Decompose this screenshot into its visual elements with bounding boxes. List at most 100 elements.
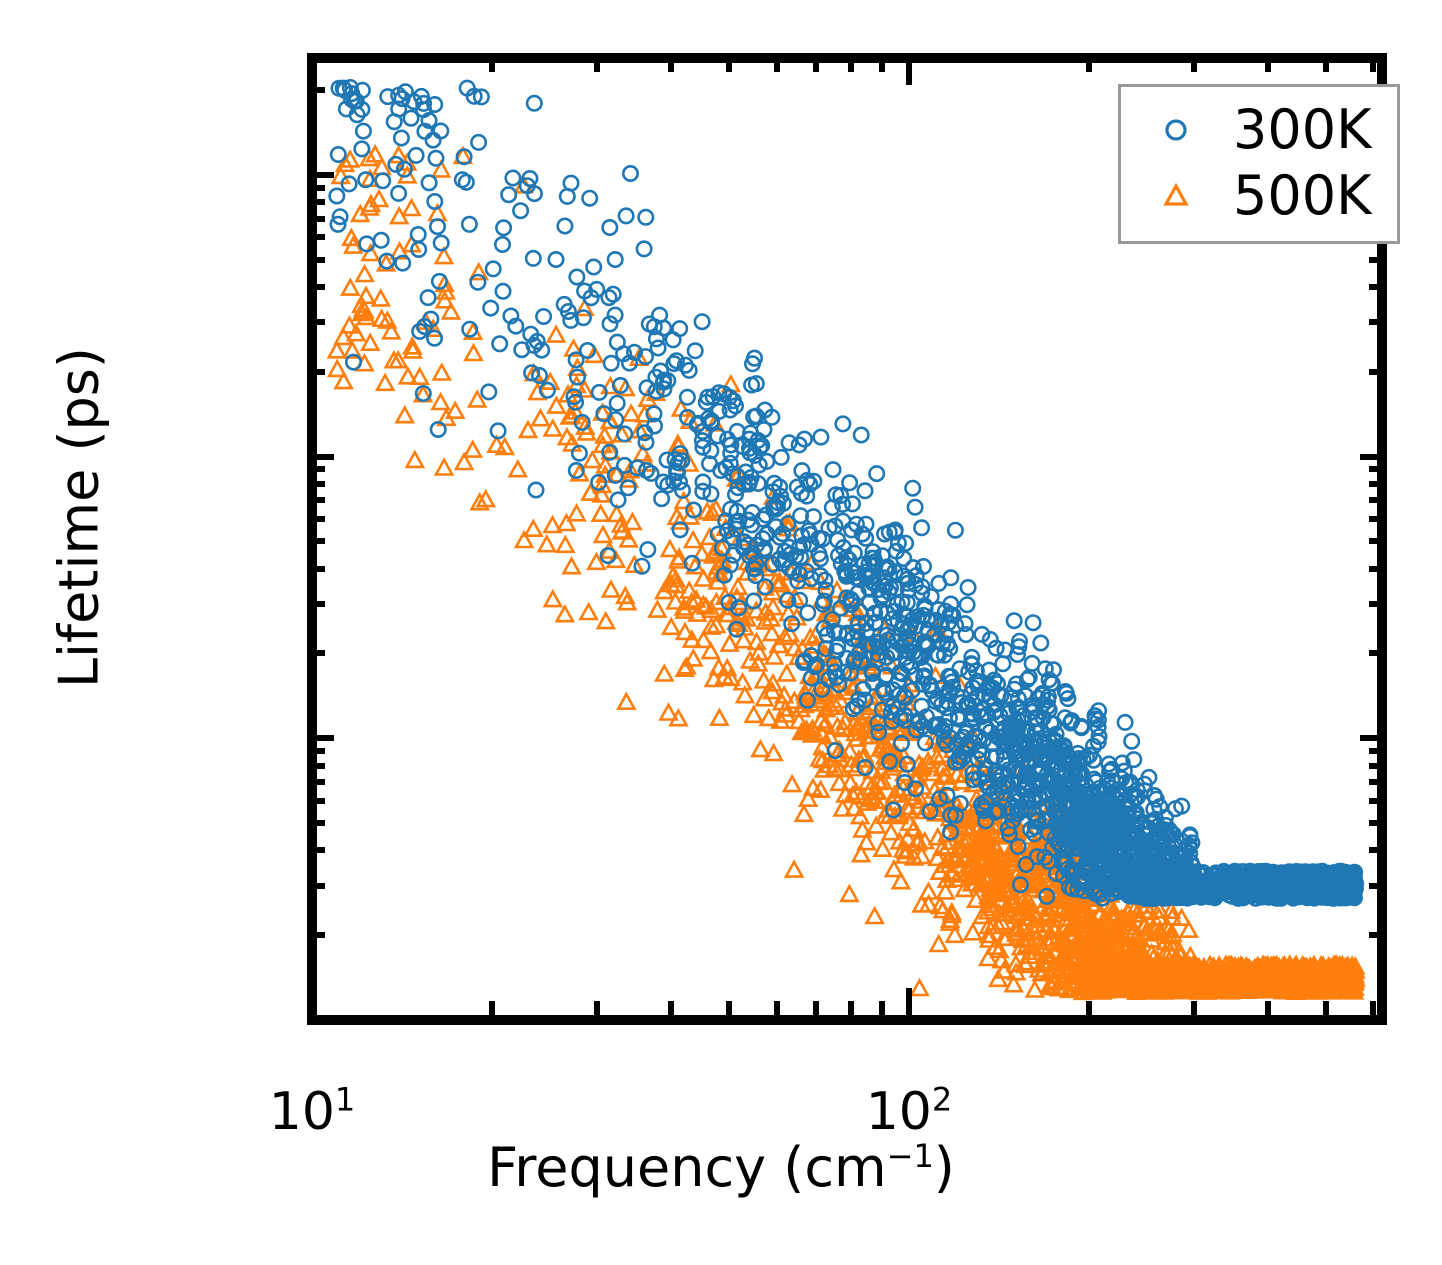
x-tick-label-mantissa: 10 — [865, 1082, 932, 1142]
x-tick-minor-top — [848, 58, 855, 72]
y-tick-minor-right — [1369, 565, 1382, 572]
x-tick-minor-top — [773, 58, 780, 72]
y-tick-minor — [312, 184, 325, 191]
x-tick-minor — [488, 1001, 495, 1015]
x-tick-minor-top — [813, 58, 820, 72]
y-tick-minor-right — [1369, 847, 1382, 854]
x-tick-minor-top — [593, 58, 600, 72]
y-tick-major-right — [1360, 1017, 1382, 1023]
scatter-svg — [326, 79, 1366, 1001]
y-tick-minor — [312, 600, 325, 607]
y-tick-major-right — [1360, 735, 1382, 742]
y-tick-minor — [312, 797, 325, 804]
y-tick-minor-right — [1369, 538, 1382, 545]
axis-spine-right — [1377, 53, 1387, 1025]
x-tick-minor — [1190, 1001, 1197, 1015]
y-tick-minor-right — [1369, 497, 1382, 504]
y-tick-minor — [312, 748, 325, 755]
y-tick-major-right — [1360, 453, 1382, 460]
y-axis-title: Lifetime (ps) — [47, 346, 111, 689]
x-axis-title: Frequency (cm−1) — [0, 1136, 1442, 1199]
y-tick-minor — [312, 234, 325, 241]
legend-entry-300k[interactable]: 300K — [1143, 97, 1371, 163]
x-tick-major — [309, 988, 315, 1015]
x-tick-minor — [1370, 1001, 1377, 1015]
x-tick-minor — [726, 1001, 733, 1015]
y-tick-minor-right — [1369, 778, 1382, 785]
y-tick-minor-right — [1369, 600, 1382, 607]
x-tick-minor-top — [488, 58, 495, 72]
x-tick-minor — [773, 1001, 780, 1015]
y-tick-major — [312, 735, 334, 742]
y-tick-minor — [312, 497, 325, 504]
triangle-marker-icon — [1143, 181, 1209, 211]
x-tick-minor-top — [878, 58, 885, 72]
y-tick-minor — [312, 283, 325, 290]
legend-label-300k: 300K — [1233, 98, 1372, 161]
legend-label-500k: 500K — [1233, 164, 1372, 227]
x-tick-minor — [813, 1001, 820, 1015]
y-tick-minor — [312, 256, 325, 263]
x-tick-label: 101 — [202, 1084, 422, 1138]
axis-spine-bottom — [307, 1015, 1387, 1025]
circle-marker-icon — [1143, 115, 1209, 145]
y-tick-minor-right — [1369, 748, 1382, 755]
x-tick-major-top — [309, 58, 315, 85]
x-tick-label-exponent: 2 — [931, 1080, 953, 1119]
y-tick-minor-right — [1369, 319, 1382, 326]
series-300k — [328, 79, 1365, 907]
y-tick-minor-right — [1369, 480, 1382, 487]
x-tick-minor-top — [1265, 58, 1272, 72]
x-tick-minor-top — [668, 58, 675, 72]
y-tick-minor-right — [1369, 256, 1382, 263]
x-tick-minor — [1085, 1001, 1092, 1015]
y-tick-minor — [312, 847, 325, 854]
y-tick-minor-right — [1369, 932, 1382, 939]
x-tick-major-top — [905, 58, 912, 85]
y-tick-minor — [312, 565, 325, 572]
plot-axes: 10210110010−1101102 300K 500K — [269, 53, 1401, 1138]
x-tick-label-mantissa: 10 — [268, 1082, 335, 1142]
x-axis-title-close: ) — [933, 1136, 955, 1199]
y-tick-minor-right — [1369, 283, 1382, 290]
axis-spine-top — [307, 53, 1387, 63]
x-tick-minor-top — [1190, 58, 1197, 72]
x-tick-minor — [1265, 1001, 1272, 1015]
y-tick-minor — [312, 650, 325, 657]
x-axis-title-main: Frequency (cm — [487, 1136, 887, 1199]
y-tick-minor — [312, 882, 325, 889]
y-tick-minor-right — [1369, 762, 1382, 769]
scatter-data-layer — [312, 58, 1382, 1020]
y-tick-major — [312, 171, 334, 178]
y-tick-minor-right — [1369, 368, 1382, 375]
y-tick-minor-right — [1369, 797, 1382, 804]
y-tick-minor — [312, 466, 325, 473]
y-tick-minor — [312, 516, 325, 523]
x-tick-label: 102 — [799, 1084, 1019, 1138]
y-tick-minor — [312, 319, 325, 326]
x-tick-minor — [593, 1001, 600, 1015]
y-tick-minor — [312, 778, 325, 785]
x-tick-minor-top — [1370, 58, 1377, 72]
y-tick-minor — [312, 820, 325, 827]
x-tick-minor — [668, 1001, 675, 1015]
y-tick-minor — [312, 215, 325, 222]
y-tick-minor-right — [1369, 466, 1382, 473]
y-tick-minor — [312, 480, 325, 487]
x-tick-minor-top — [1085, 58, 1092, 72]
legend[interactable]: 300K 500K — [1118, 84, 1401, 244]
y-tick-minor-right — [1369, 516, 1382, 523]
x-tick-minor-top — [1323, 58, 1330, 72]
legend-entry-500k[interactable]: 500K — [1143, 163, 1371, 229]
y-tick-minor — [312, 762, 325, 769]
x-tick-label-exponent: 1 — [334, 1080, 356, 1119]
x-tick-minor — [848, 1001, 855, 1015]
y-tick-major — [312, 1017, 334, 1023]
x-tick-minor-top — [726, 58, 733, 72]
x-tick-minor — [1323, 1001, 1330, 1015]
y-tick-minor-right — [1369, 882, 1382, 889]
y-tick-minor — [312, 368, 325, 375]
y-tick-minor-right — [1369, 820, 1382, 827]
y-tick-minor — [312, 538, 325, 545]
